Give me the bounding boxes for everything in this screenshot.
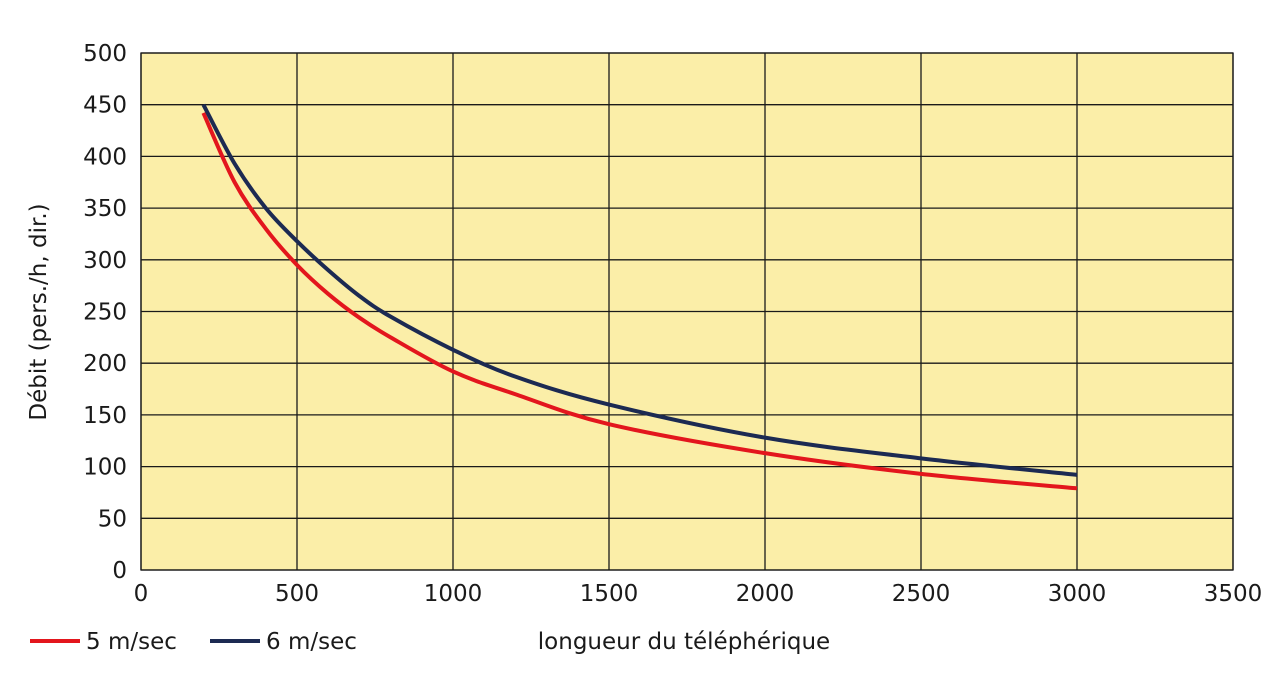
y-tick-label-6: 300 (83, 248, 127, 274)
legend-label-6ms: 6 m/sec (266, 629, 357, 655)
x-tick-label-4: 2000 (736, 581, 795, 607)
y-tick-label-9: 450 (83, 93, 127, 119)
y-tick-label-0: 0 (112, 558, 127, 584)
x-tick-label-2: 1000 (424, 581, 483, 607)
series-line-1 (201, 103, 1078, 477)
x-axis-title: longueur du téléphérique (538, 629, 830, 655)
x-tick-label-0: 0 (134, 581, 149, 607)
y-tick-label-1: 50 (98, 506, 127, 532)
x-tick-label-3: 1500 (580, 581, 639, 607)
series-line-0 (201, 112, 1078, 491)
legend: 5 m/sec 6 m/sec (30, 629, 357, 655)
x-tick-label-7: 3500 (1204, 581, 1263, 607)
y-tick-label-3: 150 (83, 403, 127, 429)
series-group (201, 103, 1078, 491)
plot-frame (140, 52, 1234, 571)
tick-labels: 0 50 100 150 200 250 300 350 400 450 500 0 500 1000 15… (83, 41, 1262, 607)
x-tick-label-5: 2500 (892, 581, 951, 607)
x-tick-label-6: 3000 (1048, 581, 1107, 607)
y-tick-label-10: 500 (83, 41, 127, 67)
legend-label-5ms: 5 m/sec (86, 629, 177, 655)
y-axis-title: Débit (pers./h, dir.) (26, 203, 52, 420)
y-tick-label-2: 100 (83, 455, 127, 481)
x-tick-label-1: 500 (275, 581, 319, 607)
y-tick-label-8: 400 (83, 144, 127, 170)
y-tick-label-4: 200 (83, 351, 127, 377)
grid (140, 52, 1234, 571)
y-tick-label-7: 350 (83, 196, 127, 222)
y-tick-label-5: 250 (83, 300, 127, 326)
